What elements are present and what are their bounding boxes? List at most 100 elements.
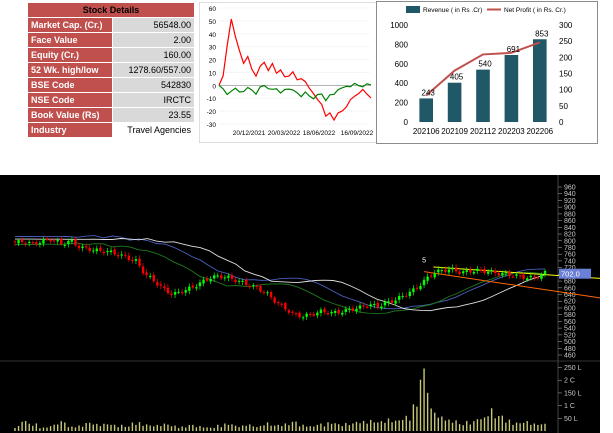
candle-body — [191, 285, 195, 288]
y-tick-label: 50 — [209, 19, 217, 26]
row-value: IRCTC — [112, 92, 195, 108]
candle-body — [444, 269, 447, 273]
candle-body — [483, 268, 486, 273]
candle-body — [170, 293, 173, 295]
legend-revenue-label: Revenue ( in Rs .Cr) — [423, 7, 482, 14]
peak-marker-label: 5 — [422, 258, 426, 265]
candle-body — [173, 292, 177, 295]
row-value: 23.55 — [112, 107, 195, 123]
candle-body — [241, 280, 244, 282]
candle-body — [134, 259, 138, 261]
candle-body — [262, 291, 266, 293]
price-tick-label: 720 — [564, 265, 576, 272]
candle-body — [543, 270, 547, 274]
candle-body — [84, 246, 88, 248]
table-row: NSE Code IRCTC — [27, 92, 195, 108]
candle-body — [223, 277, 227, 279]
price-volume-chart: 9609409209008808608408208007807607407207… — [0, 175, 600, 433]
candle-body — [298, 312, 301, 318]
candle-body — [469, 269, 472, 273]
candle-body — [74, 239, 77, 246]
candle-body — [127, 255, 131, 261]
volume-tick-label: 1 C — [564, 403, 575, 410]
candle-body — [415, 287, 419, 289]
candle-body — [148, 275, 152, 277]
price-tick-label: 540 — [564, 326, 576, 333]
y-tick-label: 60 — [209, 6, 217, 13]
candle-body — [397, 295, 401, 300]
candle-body — [145, 272, 148, 276]
revenue-data-label: 540 — [478, 60, 492, 69]
moving-average-line-3 — [15, 238, 546, 312]
y-left-tick-label: 200 — [395, 99, 409, 108]
candle-body — [472, 271, 476, 274]
x-tick-label: 202112 — [470, 127, 497, 136]
candle-body — [362, 305, 365, 307]
candle-body — [515, 274, 518, 276]
y-tick-label: 0 — [212, 83, 216, 90]
table-row: Book Value (Rs) 23.55 — [27, 107, 195, 123]
price-tick-label: 620 — [564, 299, 576, 306]
candle-body — [394, 300, 397, 304]
candle-body — [13, 241, 17, 243]
candle-body — [237, 280, 241, 282]
candle-body — [163, 286, 166, 289]
candle-body — [504, 272, 508, 274]
y-tick-label: 30 — [209, 45, 217, 52]
y-left-tick-label: 0 — [404, 118, 409, 127]
candle-body — [497, 272, 500, 276]
table-row: 52 Wk. high/low 1278.60/557.00 — [27, 62, 195, 78]
candle-body — [49, 239, 52, 242]
row-value: Travel Agencies — [112, 122, 195, 138]
y-right-tick-label: 300 — [559, 21, 573, 30]
y-tick-label: -20 — [207, 109, 217, 116]
candle-body — [42, 238, 45, 244]
price-tick-label: 560 — [564, 319, 576, 326]
candle-body — [422, 279, 426, 286]
candle-body — [291, 311, 294, 313]
candle-body — [124, 254, 127, 256]
candle-body — [355, 308, 358, 312]
y-left-tick-label: 800 — [395, 40, 409, 49]
y-right-tick-label: 100 — [559, 86, 573, 95]
x-tick-label: 18/06/2022 — [303, 130, 336, 137]
x-tick-label: 16/09/2022 — [341, 130, 374, 137]
candle-body — [198, 282, 202, 287]
candle-body — [376, 302, 380, 308]
price-tick-label: 900 — [564, 205, 576, 212]
candle-body — [287, 310, 291, 313]
candle-body — [45, 238, 49, 240]
y-tick-label: 10 — [209, 70, 217, 77]
candle-body — [323, 309, 326, 313]
candle-body — [20, 239, 24, 243]
y-tick-label: -10 — [207, 96, 217, 103]
candle-body — [24, 242, 27, 244]
candle-body — [166, 287, 170, 294]
price-tick-label: 500 — [564, 339, 576, 346]
moving-average-line-2 — [14, 242, 546, 314]
candle-body — [245, 279, 248, 286]
candle-body — [490, 270, 493, 272]
candle-body — [209, 279, 212, 282]
row-label: Market Cap. (Cr.) — [27, 17, 113, 33]
candle-body — [341, 312, 344, 315]
candle-body — [351, 308, 355, 311]
revenue-bar — [419, 98, 434, 122]
candle-body — [365, 306, 369, 308]
y-left-tick-label: 1000 — [390, 21, 408, 30]
candle-body — [67, 240, 70, 244]
candle-body — [479, 269, 483, 271]
y-right-tick-label: 0 — [559, 118, 564, 127]
candle-body — [461, 271, 465, 274]
candle-body — [429, 275, 433, 277]
table-row: Industry Travel Agencies — [27, 122, 195, 138]
candle-body — [333, 310, 337, 313]
revenue-data-label: 243 — [422, 88, 436, 97]
candle-body — [401, 295, 404, 297]
candle-body — [205, 278, 209, 281]
candle-body — [454, 267, 458, 272]
candle-body — [234, 279, 237, 283]
legend-net-profit-label: Net Profit ( in Rs. Cr.) — [504, 7, 566, 14]
candle-body — [412, 288, 415, 293]
candle-body — [529, 275, 532, 278]
